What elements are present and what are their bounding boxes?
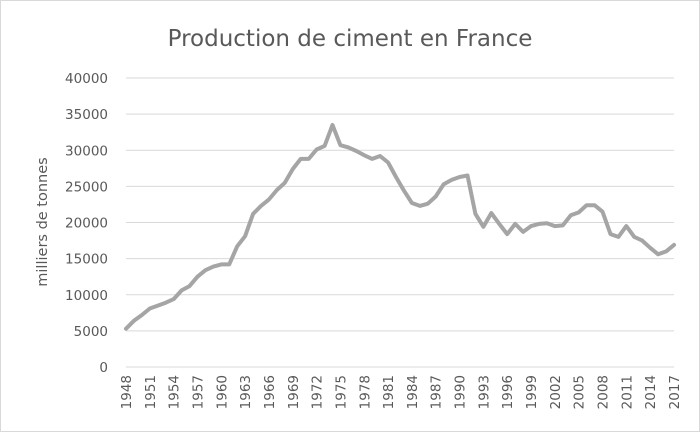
- y-tick-label: 0: [99, 360, 108, 376]
- y-tick-label: 40000: [65, 71, 108, 87]
- x-tick-label: 1969: [286, 375, 302, 409]
- x-tick-label: 1978: [357, 375, 373, 409]
- y-tick-label: 25000: [65, 179, 108, 195]
- chart-title: Production de ciment en France: [168, 26, 533, 52]
- x-tick-label: 1951: [143, 375, 159, 409]
- series-line: [124, 123, 676, 331]
- y-tick-label: 20000: [65, 216, 108, 232]
- x-tick-label: 2002: [548, 375, 564, 409]
- x-tick-label: 1981: [381, 375, 397, 409]
- x-tick-label: 1999: [524, 375, 540, 409]
- x-tick-label: 1993: [476, 375, 492, 409]
- x-tick-label: 1972: [310, 375, 326, 409]
- x-tick-label: 1987: [429, 375, 445, 409]
- x-tick-labels: 1948 1951 1954 1957 1960 1963 1966 1969 1972 1975…: [119, 375, 683, 409]
- y-axis-label: milliers de tonnes: [35, 157, 51, 286]
- x-tick-label: 1954: [167, 375, 183, 409]
- y-tick-label: 30000: [65, 143, 108, 159]
- y-tick-labels: 0 5000 10000 15000 20000 25000 30000 35000 40000: [65, 71, 108, 376]
- x-tick-label: 1990: [453, 375, 469, 409]
- x-tick-label: 1966: [262, 375, 278, 409]
- x-tick-label: 1948: [119, 375, 135, 409]
- y-tick-label: 10000: [65, 288, 108, 304]
- x-tick-label: 2011: [619, 375, 635, 409]
- x-tick-label: 1975: [333, 375, 349, 409]
- x-tick-label: 2014: [643, 375, 659, 409]
- x-tick-label: 2005: [572, 375, 588, 409]
- x-tick-label: 1957: [190, 375, 206, 409]
- y-tick-label: 35000: [65, 107, 108, 123]
- y-tick-label: 5000: [74, 324, 108, 340]
- gridlines: [126, 77, 674, 368]
- x-tick-label: 1963: [238, 375, 254, 409]
- x-tick-label: 1960: [214, 375, 230, 409]
- x-tick-label: 1996: [500, 375, 516, 409]
- y-tick-label: 15000: [65, 252, 108, 268]
- x-tick-label: 1984: [405, 375, 421, 409]
- x-tick-label: 2017: [667, 375, 683, 409]
- x-tick-label: 2008: [596, 375, 612, 409]
- series-group: [124, 123, 676, 331]
